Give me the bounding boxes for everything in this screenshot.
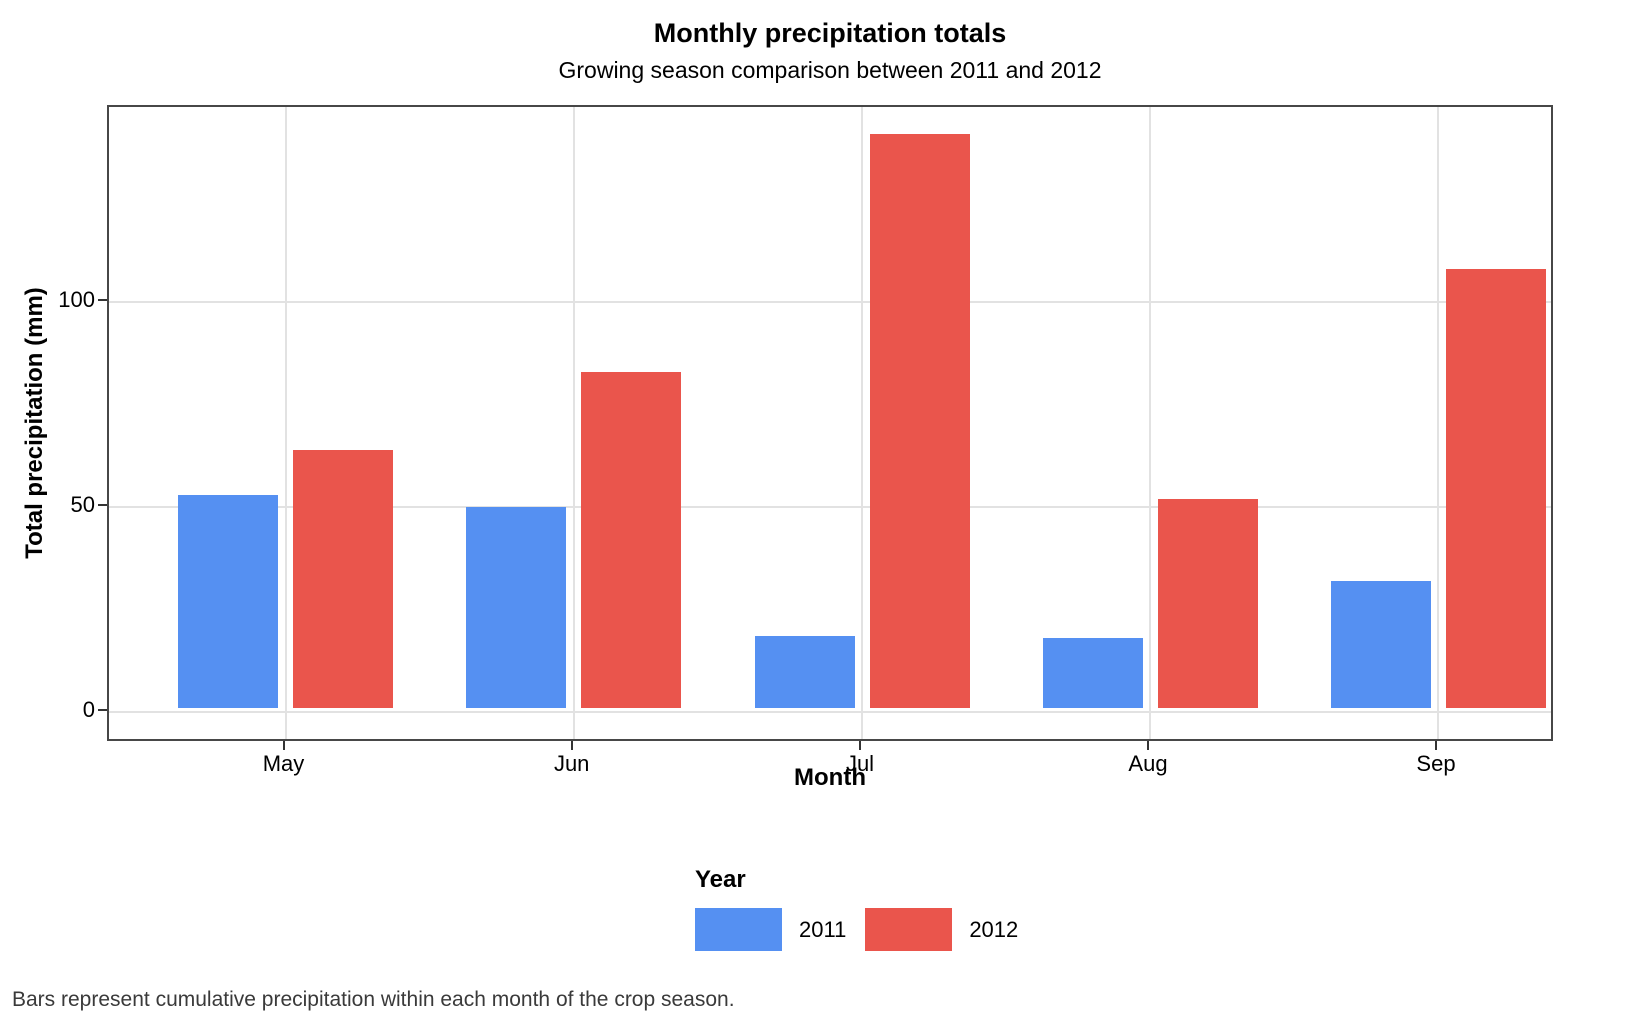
legend: Year 2011 2012 [695,866,1037,951]
legend-label-2011: 2011 [799,916,847,942]
bar-2012-jul [870,134,970,708]
bar-2012-aug [1158,499,1258,708]
gridline-h-0 [109,711,1551,713]
bar-2011-sep [1331,581,1431,708]
bar-2012-sep [1446,269,1546,708]
y-axis-tick-0 [98,709,107,711]
y-axis-tick-100 [98,299,107,301]
gridline-h-100 [109,301,1551,303]
x-tick-label-aug: Aug [1128,751,1168,776]
gridline-v-aug [1149,107,1151,739]
gridline-v-jun [572,107,575,739]
y-tick-label-50: 50 [70,492,95,517]
bar-2012-jun [581,372,681,708]
bar-2011-jun [466,507,566,708]
x-axis-tick-jul [859,741,861,750]
gridline-h-50 [109,506,1551,508]
y-tick-label-100: 100 [58,287,95,312]
gridline-v-jul [861,107,863,739]
x-tick-label-jun: Jun [553,751,590,776]
x-tick-label-jul: Jul [845,751,875,776]
legend-title: Year [695,866,746,893]
bar-2012-may [293,450,393,708]
legend-swatch-2012 [865,908,953,951]
legend-label-2012: 2012 [969,916,1019,942]
gridline-v-sep [1437,107,1439,739]
x-tick-label-may: May [262,751,305,776]
chart-caption: Bars represent cumulative precipitation … [12,988,735,1011]
x-axis-tick-jun [570,741,573,750]
legend-keys: 2011 2012 [695,908,1037,951]
x-axis-tick-aug [1147,741,1149,750]
y-tick-label-0: 0 [82,697,95,722]
bar-2011-aug [1043,638,1143,708]
chart-subtitle: Growing season comparison between 2011 a… [558,57,1102,83]
x-axis-tick-sep [1435,741,1437,750]
x-tick-label-sep: Sep [1416,751,1456,776]
legend-swatch-2011 [695,908,782,951]
bar-2011-jul [755,636,855,708]
y-axis-tick-50 [98,504,107,506]
gridline-v-may [284,107,287,739]
bar-2011-may [178,495,278,708]
x-axis-title: Month [794,764,866,791]
plot-panel [107,105,1553,741]
y-axis-title: Total precipitation (mm) [21,287,48,559]
x-axis-tick-may [282,741,285,750]
chart-title: Monthly precipitation totals [653,18,1007,48]
